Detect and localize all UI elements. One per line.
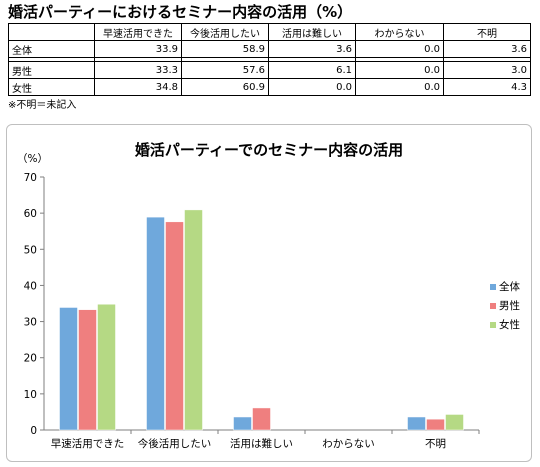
y-tick-label: 20 — [24, 353, 37, 365]
plot-area: 0 10 20 30 40 50 60 70 早速活用できた 今後活用したい 活用は難しい わからない… — [24, 172, 480, 450]
bar-男性-2 — [252, 407, 271, 431]
legend-swatch — [490, 322, 496, 328]
bar-女性-0 — [97, 303, 116, 431]
bar-男性-0 — [78, 309, 97, 431]
footnote: ※不明＝未記入 — [8, 100, 77, 111]
table-header-empty — [8, 23, 95, 41]
bar-chart: 婚活パーティーでのセミナー内容の活用 （%） 0 10 20 30 40 50 60 70 早速… — [17, 141, 520, 450]
x-category-label: 不明 — [425, 438, 446, 450]
bar-男性-4 — [426, 418, 445, 431]
legend-label: 全体 — [499, 280, 520, 293]
row-label: 全体 — [8, 40, 95, 58]
table-row: 男性 33.3 57.6 6.1 0.0 3.0 — [8, 61, 531, 79]
table-cell: 60.9 — [181, 78, 269, 96]
x-category-label: 活用は難しい — [230, 437, 293, 450]
table-header-cell: 今後活用したい — [181, 23, 269, 41]
y-tick-label: 40 — [24, 280, 37, 292]
table-cell: 57.6 — [181, 61, 269, 79]
table-cell: 34.8 — [94, 78, 182, 96]
chart-container: 婚活パーティーでのセミナー内容の活用 （%） 0 10 20 30 40 50 60 70 早速… — [6, 124, 532, 462]
page-title: 婚活パーティーにおけるセミナー内容の活用（%） — [8, 3, 353, 21]
x-category-label: わからない — [322, 438, 375, 450]
bar-女性-4 — [445, 414, 464, 431]
table-header-cell: 活用は難しい — [268, 23, 356, 41]
legend-swatch — [490, 284, 496, 290]
y-tick-label: 70 — [24, 172, 37, 184]
y-tick-label: 10 — [24, 389, 37, 401]
table-row: 女性 34.8 60.9 0.0 0.0 4.3 — [8, 78, 531, 96]
y-tick-label: 60 — [24, 208, 37, 220]
chart-title: 婚活パーティーでのセミナー内容の活用 — [135, 141, 403, 159]
row-label: 女性 — [8, 78, 95, 96]
table-cell: 3.0 — [443, 61, 531, 79]
table-cell: 0.0 — [355, 61, 444, 79]
legend-label: 男性 — [499, 299, 520, 312]
bar-全体-0 — [59, 307, 78, 431]
bar-全体-1 — [146, 216, 165, 431]
table-cell: 0.0 — [268, 78, 356, 96]
table-cell: 0.0 — [355, 40, 444, 58]
x-category-label: 早速活用できた — [51, 438, 125, 450]
y-axis-unit: （%） — [17, 153, 48, 165]
table-cell: 33.9 — [94, 40, 182, 58]
bar-女性-1 — [184, 209, 203, 431]
bar-全体-2 — [233, 416, 252, 431]
table-cell: 33.3 — [94, 61, 182, 79]
table-cell: 3.6 — [443, 40, 531, 58]
table-cell: 4.3 — [443, 78, 531, 96]
bar-男性-1 — [165, 221, 184, 431]
row-label: 男性 — [8, 61, 95, 79]
x-category-label: 今後活用したい — [138, 437, 212, 450]
y-tick-label: 30 — [24, 317, 37, 329]
table-cell: 58.9 — [181, 40, 269, 58]
table-cell: 0.0 — [355, 78, 444, 96]
y-tick-label: 0 — [30, 425, 37, 437]
bar-全体-4 — [407, 416, 426, 431]
table-cell: 3.6 — [268, 40, 356, 58]
table-header-row: 早速活用できた 今後活用したい 活用は難しい わからない 不明 — [8, 23, 531, 41]
table-header-cell: 不明 — [443, 23, 531, 41]
table-cell: 6.1 — [268, 61, 356, 79]
table-row: 全体 33.9 58.9 3.6 0.0 3.6 — [8, 40, 531, 58]
y-tick-label: 50 — [24, 244, 37, 256]
summary-table: 早速活用できた 今後活用したい 活用は難しい わからない 不明 全体 33.9 … — [8, 23, 531, 96]
table-header-cell: 早速活用できた — [94, 23, 182, 41]
legend-label: 女性 — [499, 318, 520, 331]
legend-swatch — [490, 303, 496, 309]
table-header-cell: わからない — [355, 23, 444, 41]
